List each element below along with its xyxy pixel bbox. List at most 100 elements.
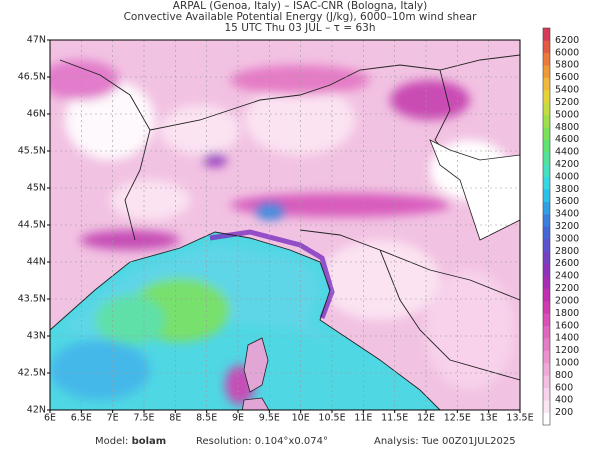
colorbar-swatch <box>543 127 550 140</box>
colorbar-swatch <box>543 362 550 376</box>
lon-label: 7E <box>107 413 119 424</box>
colorbar-label: 5200 <box>555 97 579 108</box>
colorbar-label: 2000 <box>555 295 579 306</box>
footer-analysis: Analysis: Tue 00Z01JUL2025 <box>374 436 516 447</box>
colorbar-label: 1200 <box>555 345 579 356</box>
lat-label: 44.5N <box>18 220 46 231</box>
cape-field <box>50 40 520 410</box>
colorbar-swatch <box>543 375 550 389</box>
colorbar-label: 2200 <box>555 283 579 294</box>
graticule: 6E 6.5E 7E 7.5E 8E 8.5E 9E 9.5E 10E 10.5E 11E 11.5E… <box>18 35 534 424</box>
label: Model: <box>95 436 128 447</box>
lon-label: 10.5E <box>318 413 345 424</box>
lat-label: 44N <box>27 257 46 268</box>
lon-label: 9.5E <box>259 413 280 424</box>
colorbar-swatch <box>543 263 550 277</box>
lon-label: 6E <box>44 413 56 424</box>
colorbar-swatch <box>543 65 550 78</box>
colorbar-label: 4800 <box>555 122 579 133</box>
lat-label: 45N <box>27 183 46 194</box>
colorbar-label: 3200 <box>555 221 579 232</box>
plot-frame <box>49 39 521 411</box>
colorbar-label: 200 <box>555 407 573 418</box>
lat-label: 46.5N <box>18 72 46 83</box>
footer-model: Model: bolam <box>95 436 166 447</box>
colorbar-label: 800 <box>555 370 573 381</box>
colorbar-swatch <box>543 40 550 54</box>
colorbar-label: 4600 <box>555 134 579 145</box>
lat-label: 47N <box>27 35 46 46</box>
colorbar-swatch <box>543 400 550 413</box>
colorbar-label: 1600 <box>555 320 579 331</box>
colorbar-label: 5600 <box>555 72 579 83</box>
colorbar-swatch <box>543 164 550 178</box>
title-line: ARPAL (Genoa, Italy) – ISAC-CNR (Bologna… <box>173 0 427 12</box>
colorbar-swatch <box>543 350 550 364</box>
colorbar-swatch <box>543 28 550 41</box>
colorbar-label: 1000 <box>555 357 579 368</box>
colorbar-label: 3000 <box>555 233 579 244</box>
value: bolam <box>132 436 167 447</box>
colorbar-label: 400 <box>555 395 573 406</box>
colorbar-swatch <box>543 214 550 227</box>
colorbar-swatch <box>543 52 550 66</box>
colorbar-swatch <box>543 313 550 327</box>
lat-label: 43N <box>27 331 46 342</box>
colorbar-label: 6200 <box>555 35 579 46</box>
colorbar-swatch <box>543 325 550 339</box>
colorbar-swatch <box>543 238 550 252</box>
lat-label: 45.5N <box>18 146 46 157</box>
colorbar-swatch <box>543 90 550 103</box>
colorbar-label: 1800 <box>555 308 579 319</box>
colorbar-label: 2600 <box>555 258 579 269</box>
colorbar-swatch <box>543 189 550 202</box>
colorbar-label: 4200 <box>555 159 579 170</box>
colorbar-swatch <box>543 226 550 240</box>
lat-label: 46N <box>27 109 46 120</box>
colorbar-swatch <box>543 152 550 165</box>
lon-label: 11.5E <box>381 413 408 424</box>
colorbar-label: 2400 <box>555 271 579 282</box>
colorbar-swatch <box>543 77 550 91</box>
colorbar-frame <box>542 27 551 426</box>
title-line: 15 UTC Thu 03 JUL – τ = 63h <box>225 22 376 34</box>
colorbar-label: 4000 <box>555 171 579 182</box>
colorbar-label: 4400 <box>555 147 579 158</box>
footer-resolution: Resolution: 0.104°x0.074° <box>196 436 328 447</box>
colorbar-swatch <box>543 412 550 426</box>
colorbar-swatch <box>543 338 550 351</box>
title-line: Convective Available Potential Energy (J… <box>124 11 478 23</box>
lon-label: 8.5E <box>196 413 217 424</box>
colorbar-label: 1400 <box>555 333 579 344</box>
colorbar-swatch <box>543 288 550 302</box>
colorbar-swatch <box>543 176 550 190</box>
lon-label: 10E <box>292 413 310 424</box>
colorbar-label: 6000 <box>555 47 579 58</box>
lon-label: 12E <box>417 413 435 424</box>
colorbar-label: 3800 <box>555 184 579 195</box>
lat-label: 42N <box>27 405 46 416</box>
colorbar-swatch <box>543 276 550 289</box>
colorbar-swatch <box>543 102 550 116</box>
lat-label: 43.5N <box>18 294 46 305</box>
colorbar-swatch <box>543 201 550 215</box>
lon-label: 9E <box>232 413 244 424</box>
lon-label: 7.5E <box>133 413 154 424</box>
lon-label: 6.5E <box>71 413 92 424</box>
colorbar-swatch <box>543 387 550 401</box>
colorbar-swatch <box>543 139 550 153</box>
colorbar-label: 5000 <box>555 109 579 120</box>
lon-label: 13.5E <box>506 413 533 424</box>
lat-label: 42.5N <box>18 368 46 379</box>
lon-label: 12.5E <box>444 413 471 424</box>
colorbar-label: 600 <box>555 382 573 393</box>
colorbar-label: 2800 <box>555 246 579 257</box>
colorbar-swatch <box>543 114 550 128</box>
lon-label: 11E <box>354 413 372 424</box>
colorbar-label: 5800 <box>555 60 579 71</box>
colorbar-label: 3600 <box>555 196 579 207</box>
colorbar-label: 5400 <box>555 85 579 96</box>
colorbar-swatch <box>543 300 550 314</box>
